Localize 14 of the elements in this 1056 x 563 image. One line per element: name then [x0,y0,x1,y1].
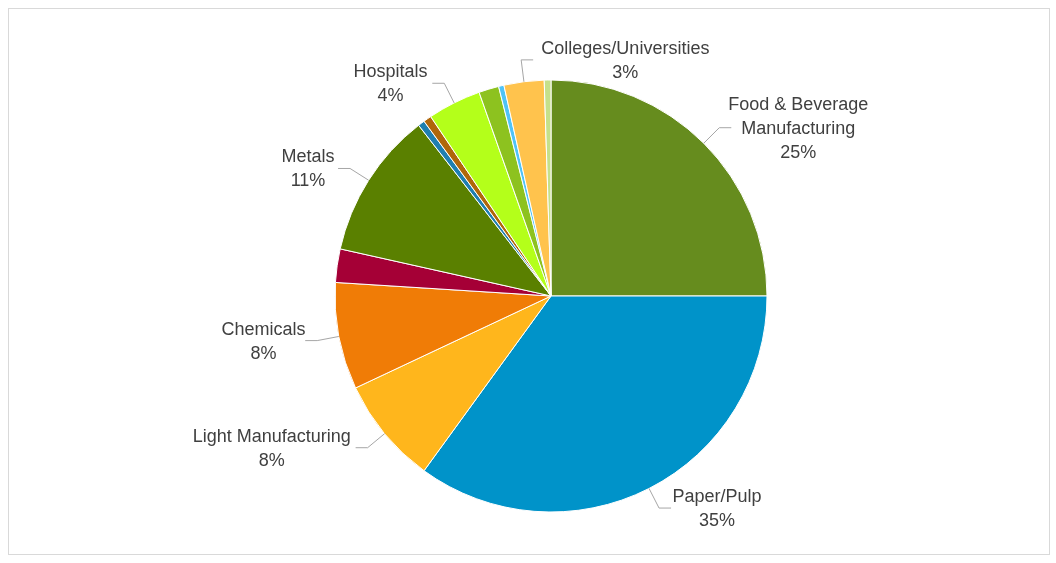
slice-label: Chemicals [221,318,306,339]
data-label: 8% [250,342,277,363]
data-label: 8% [258,449,285,470]
data-label: 3% [612,61,639,82]
slice-label: Colleges/Universities [541,37,710,58]
data-label: 11% [290,170,326,191]
data-label: 25% [780,141,817,162]
slice-label: Food & Beverage Manufacturing [728,93,869,138]
slice-label: Light Manufacturing [192,425,351,446]
slice-label: Hospitals [353,61,428,82]
data-label: 4% [377,85,404,106]
slice-label: Paper/Pulp [672,486,762,507]
slice-label: Metals [281,146,335,167]
data-label: 35% [699,510,736,531]
